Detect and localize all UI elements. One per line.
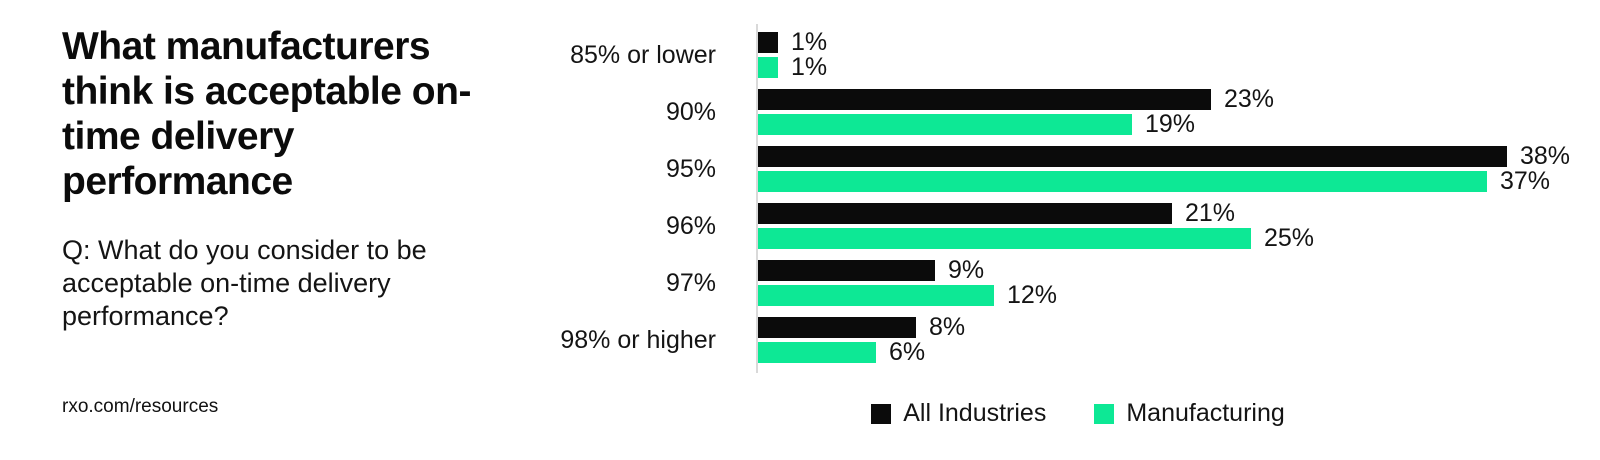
subtitle-line: performance? — [62, 301, 229, 331]
bar-manufacturing — [758, 342, 876, 363]
category-label: 96% — [665, 212, 716, 240]
value-label: 9% — [948, 256, 985, 284]
bar-pair: 8% 6% — [756, 313, 1598, 366]
chart-rows: 85% or lower 1% 1% 90% 23% 19% 95% 38% 37% 96% 21%… — [558, 24, 1598, 373]
page-title: What manufacturers think is acceptable o… — [62, 24, 542, 204]
bar-manufacturing — [758, 228, 1251, 249]
bar-line: 8% — [758, 313, 1598, 341]
bar-pair: 38% 37% — [756, 142, 1598, 195]
title-line: time delivery — [62, 115, 294, 158]
bar-manufacturing — [758, 171, 1487, 192]
bar-chart: 85% or lower 1% 1% 90% 23% 19% 95% 38% 37% 96% 21%… — [558, 24, 1598, 428]
survey-question: Q: What do you consider to be acceptable… — [62, 234, 542, 333]
bar-all-industries — [758, 146, 1507, 167]
value-label: 38% — [1520, 142, 1571, 170]
bar-line: 21% — [758, 199, 1598, 227]
bar-all-industries — [758, 317, 916, 338]
value-label: 23% — [1224, 85, 1275, 113]
legend-item-manufacturing: Manufacturing — [1094, 399, 1285, 428]
bar-manufacturing — [758, 114, 1132, 135]
chart-row: 96% 21% 25% — [558, 199, 1598, 252]
subtitle-line: Q: What do you consider to be — [62, 235, 427, 265]
bar-all-industries — [758, 89, 1211, 110]
chart-row: 95% 38% 37% — [558, 142, 1598, 195]
value-label: 19% — [1145, 110, 1196, 138]
bar-manufacturing — [758, 57, 778, 78]
chart-row: 97% 9% 12% — [558, 256, 1598, 309]
bar-line: 25% — [758, 224, 1598, 252]
bar-line: 19% — [758, 110, 1598, 138]
bar-line: 37% — [758, 167, 1598, 195]
title-line: performance — [62, 160, 293, 203]
value-label: 37% — [1500, 167, 1551, 195]
bar-all-industries — [758, 260, 935, 281]
chart-row: 98% or higher 8% 6% — [558, 313, 1598, 366]
bar-all-industries — [758, 32, 778, 53]
bar-line: 38% — [758, 142, 1598, 170]
bar-manufacturing — [758, 285, 994, 306]
chart-row: 90% 23% 19% — [558, 85, 1598, 138]
bar-line: 9% — [758, 256, 1598, 284]
legend-item-all-industries: All Industries — [871, 399, 1046, 428]
legend-swatch — [1094, 403, 1115, 424]
title-line: What manufacturers — [62, 25, 431, 68]
value-label: 6% — [889, 338, 926, 366]
bar-pair: 23% 19% — [756, 85, 1598, 138]
title-line: think is acceptable on- — [62, 70, 471, 113]
bar-pair: 21% 25% — [756, 199, 1598, 252]
bar-line: 23% — [758, 85, 1598, 113]
legend-label: Manufacturing — [1126, 399, 1285, 427]
legend-label: All Industries — [903, 399, 1047, 427]
bar-pair: 1% 1% — [756, 28, 1598, 81]
value-label: 1% — [791, 53, 828, 81]
legend-swatch — [871, 403, 892, 424]
value-label: 12% — [1007, 281, 1058, 309]
bar-all-industries — [758, 203, 1172, 224]
text-panel: What manufacturers think is acceptable o… — [62, 24, 542, 333]
category-label: 97% — [665, 269, 716, 297]
plot-area: 85% or lower 1% 1% 90% 23% 19% 95% 38% 37% 96% 21%… — [558, 24, 1598, 373]
category-label: 85% or lower — [570, 41, 716, 69]
bar-pair: 9% 12% — [756, 256, 1598, 309]
value-label: 1% — [791, 28, 828, 56]
bar-line: 1% — [758, 28, 1598, 56]
bar-line: 6% — [758, 338, 1598, 366]
value-label: 25% — [1264, 224, 1315, 252]
value-label: 21% — [1185, 199, 1236, 227]
category-label: 98% or higher — [560, 326, 716, 354]
chart-row: 85% or lower 1% 1% — [558, 28, 1598, 81]
source-url: rxo.com/resources — [62, 396, 219, 417]
bar-line: 1% — [758, 53, 1598, 81]
value-label: 8% — [929, 313, 966, 341]
y-axis-line — [756, 24, 758, 373]
chart-legend: All Industries Manufacturing — [558, 399, 1598, 428]
category-label: 90% — [665, 98, 716, 126]
bar-line: 12% — [758, 281, 1598, 309]
subtitle-line: acceptable on-time delivery — [62, 268, 391, 298]
category-label: 95% — [665, 155, 716, 183]
